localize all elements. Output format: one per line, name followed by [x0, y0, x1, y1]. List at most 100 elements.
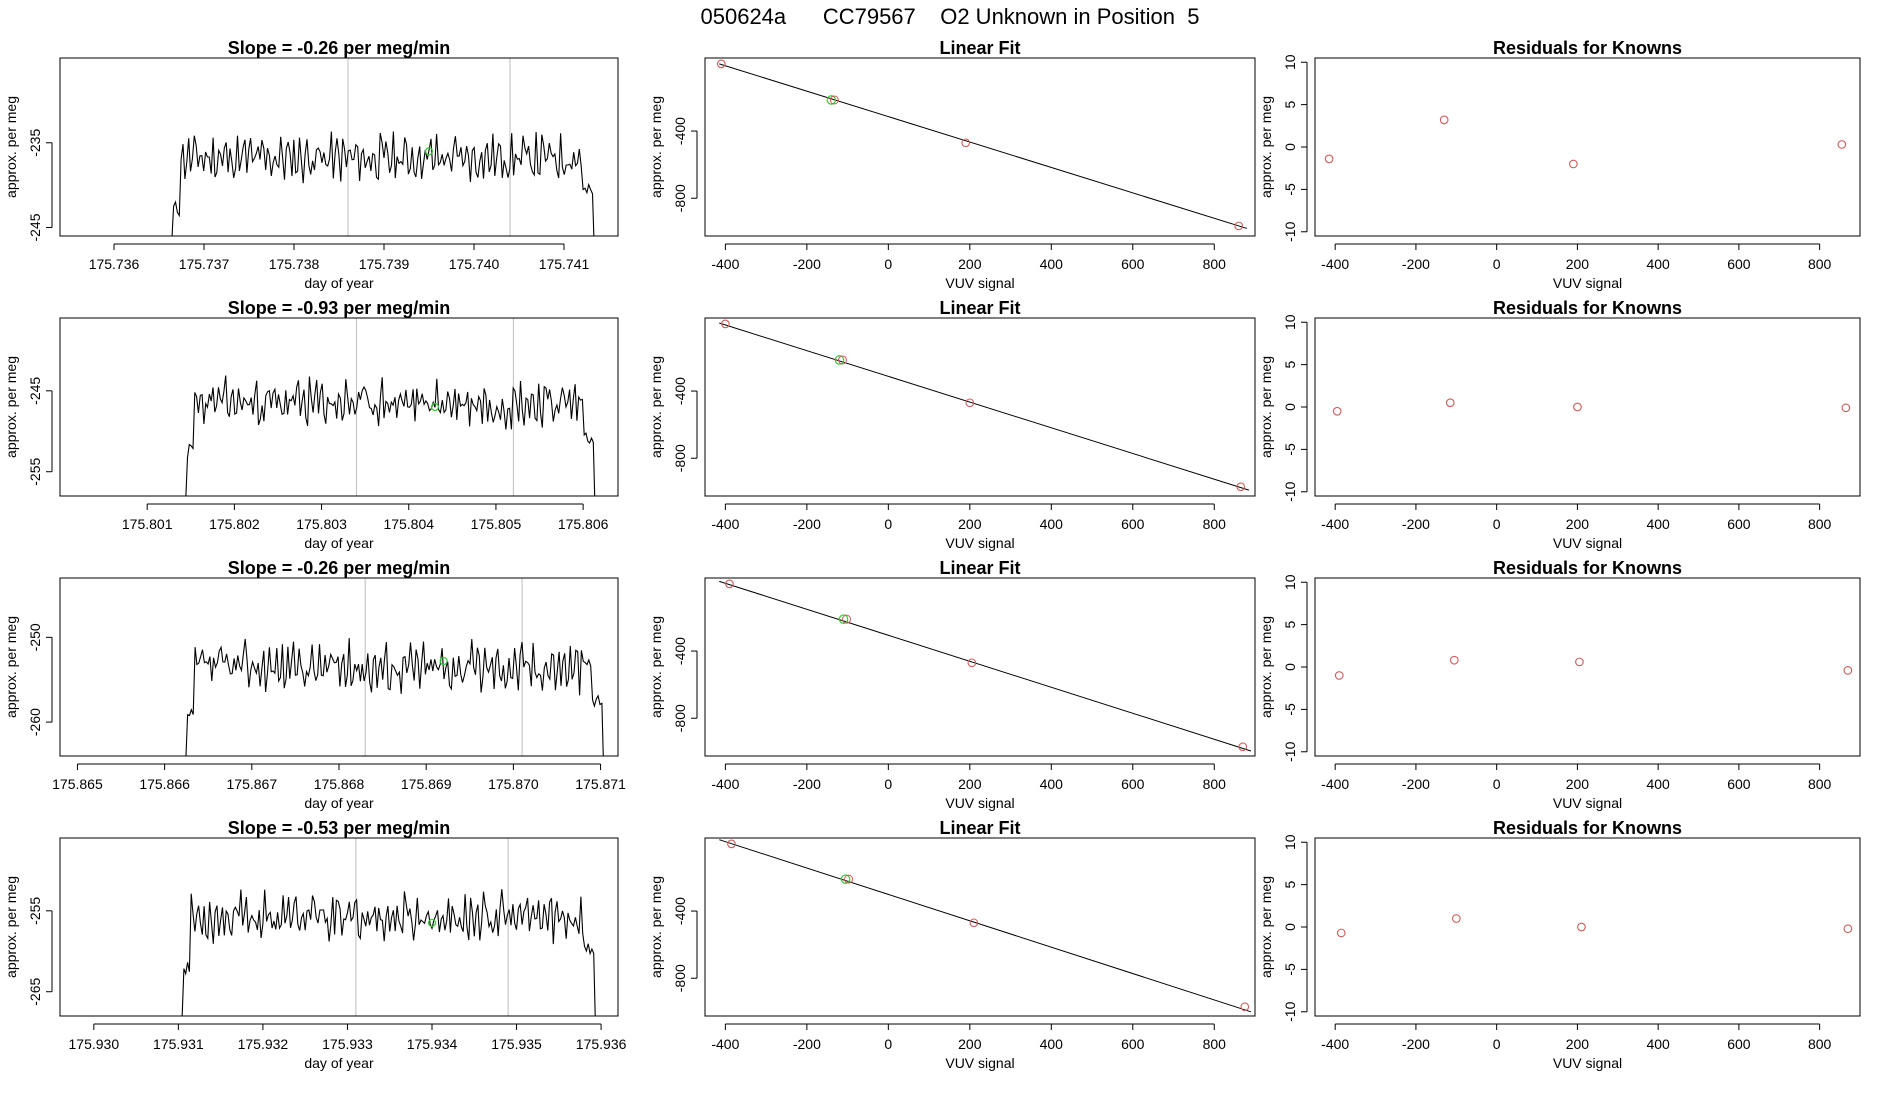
y-axis-label: approx. per meg — [648, 356, 664, 458]
plot-frame — [1314, 837, 1861, 1017]
x-tick-label: 800 — [1203, 1036, 1227, 1052]
y-tick-label: 10 — [1282, 834, 1298, 850]
known-point — [721, 319, 730, 329]
x-tick-label: 175.805 — [471, 516, 522, 532]
unknown-marker — [439, 656, 448, 666]
x-tick-label: -400 — [1321, 256, 1349, 272]
known-point — [965, 398, 975, 408]
known-point — [1234, 221, 1244, 231]
residual-point — [1843, 924, 1853, 934]
known-point — [842, 614, 852, 624]
x-tick-label: 175.738 — [269, 256, 320, 272]
y-tick-label: -245 — [27, 213, 43, 241]
known-point — [1240, 1002, 1250, 1012]
plot-area — [719, 579, 1252, 752]
panel-title: Residuals for Knowns — [1493, 558, 1682, 578]
fit-line — [719, 580, 1252, 752]
x-tick-label: -200 — [1402, 256, 1430, 272]
y-tick-label: 0 — [1282, 923, 1298, 931]
panel-title: Linear Fit — [939, 558, 1020, 578]
x-tick-label: 175.930 — [69, 1036, 120, 1052]
panel-r3-c3: Residuals for Knowns approx. per meg VUV s… — [1258, 558, 1861, 811]
panel-r4-c1: Slope = -0.53 per meg/min approx. per meg… — [3, 818, 627, 1071]
panel-title: Residuals for Knowns — [1493, 38, 1682, 58]
y-axis-label: approx. per meg — [1258, 876, 1274, 978]
x-axis-label: VUV signal — [1553, 275, 1622, 291]
x-tick-label: 175.867 — [227, 776, 278, 792]
x-tick-label: -200 — [1402, 516, 1430, 532]
residual-point — [1439, 115, 1449, 125]
x-tick-label: 600 — [1727, 516, 1751, 532]
residual-point — [1324, 154, 1334, 164]
x-tick-label: 800 — [1808, 1036, 1832, 1052]
x-tick-label: 400 — [1040, 1036, 1064, 1052]
x-axis-label: VUV signal — [1553, 535, 1622, 551]
plot-area — [185, 578, 604, 756]
plot-frame — [1314, 317, 1861, 497]
panel-r1-c2: Linear Fit approx. per meg VUV signal -400 -… — [648, 38, 1256, 291]
unknown-point — [840, 874, 851, 884]
x-tick-label: 175.740 — [449, 256, 500, 272]
y-tick-label: -10 — [1282, 221, 1298, 241]
known-point — [1236, 482, 1246, 492]
y-axis-label: approx. per meg — [648, 876, 664, 978]
y-tick-label: -10 — [1282, 1001, 1298, 1021]
x-tick-label: 175.936 — [576, 1036, 627, 1052]
x-tick-label: 600 — [1727, 1036, 1751, 1052]
unknown-point — [834, 355, 845, 365]
x-tick-label: 175.804 — [383, 516, 434, 532]
unknown-marker — [430, 402, 440, 412]
x-tick-label: 800 — [1203, 516, 1227, 532]
plot-frame — [704, 577, 1256, 757]
x-tick-label: 175.934 — [407, 1036, 458, 1052]
residual-point — [1575, 657, 1584, 667]
residual-point — [1573, 402, 1582, 412]
panel-r3-c1: Slope = -0.26 per meg/min approx. per meg… — [3, 558, 626, 811]
y-tick-label: 10 — [1282, 314, 1298, 330]
x-tick-label: 175.935 — [491, 1036, 542, 1052]
x-tick-label: 175.801 — [122, 516, 173, 532]
x-tick-label: 200 — [958, 256, 982, 272]
x-tick-label: 175.806 — [558, 516, 609, 532]
x-axis-label: day of year — [304, 275, 374, 291]
residual-point — [1332, 406, 1342, 416]
y-tick-label: -400 — [672, 897, 688, 925]
known-point — [844, 874, 854, 884]
y-axis-label: approx. per meg — [3, 96, 19, 198]
known-point — [969, 918, 979, 928]
panel-title: Slope = -0.26 per meg/min — [228, 38, 451, 58]
plot-area — [171, 58, 595, 236]
x-tick-label: 600 — [1121, 516, 1145, 532]
x-tick-label: 800 — [1808, 516, 1832, 532]
x-tick-label: 175.803 — [296, 516, 347, 532]
x-tick-label: 175.737 — [179, 256, 230, 272]
x-tick-label: 800 — [1203, 776, 1227, 792]
x-tick-label: 175.931 — [153, 1036, 204, 1052]
panel-r1-c3: Residuals for Knowns approx. per meg VUV s… — [1258, 38, 1861, 291]
panel-r2-c3: Residuals for Knowns approx. per meg VUV s… — [1258, 298, 1861, 551]
plot-area — [1332, 398, 1851, 416]
plot-area — [1334, 655, 1853, 680]
y-tick-label: -250 — [27, 623, 43, 651]
panel-title: Linear Fit — [939, 818, 1020, 838]
x-tick-label: -400 — [1321, 1036, 1349, 1052]
signal-trace — [171, 131, 595, 236]
panel-title: Slope = -0.26 per meg/min — [228, 558, 451, 578]
panel-title: Slope = -0.93 per meg/min — [228, 298, 451, 318]
y-tick-label: 5 — [1282, 101, 1298, 109]
plot-frame — [59, 317, 619, 497]
x-tick-label: 175.871 — [575, 776, 626, 792]
x-tick-label: 400 — [1646, 256, 1670, 272]
y-tick-label: -5 — [1282, 183, 1298, 196]
known-point — [961, 138, 971, 148]
plot-frame — [704, 57, 1256, 237]
x-tick-label: 600 — [1121, 256, 1145, 272]
x-tick-label: 400 — [1040, 776, 1064, 792]
plot-frame — [59, 577, 619, 757]
y-tick-label: 10 — [1282, 54, 1298, 70]
known-point — [829, 95, 839, 105]
x-axis-label: VUV signal — [945, 275, 1014, 291]
panel-r2-c1: Slope = -0.93 per meg/min approx. per meg… — [3, 298, 619, 551]
x-tick-label: 175.933 — [322, 1036, 373, 1052]
x-tick-label: 400 — [1646, 776, 1670, 792]
